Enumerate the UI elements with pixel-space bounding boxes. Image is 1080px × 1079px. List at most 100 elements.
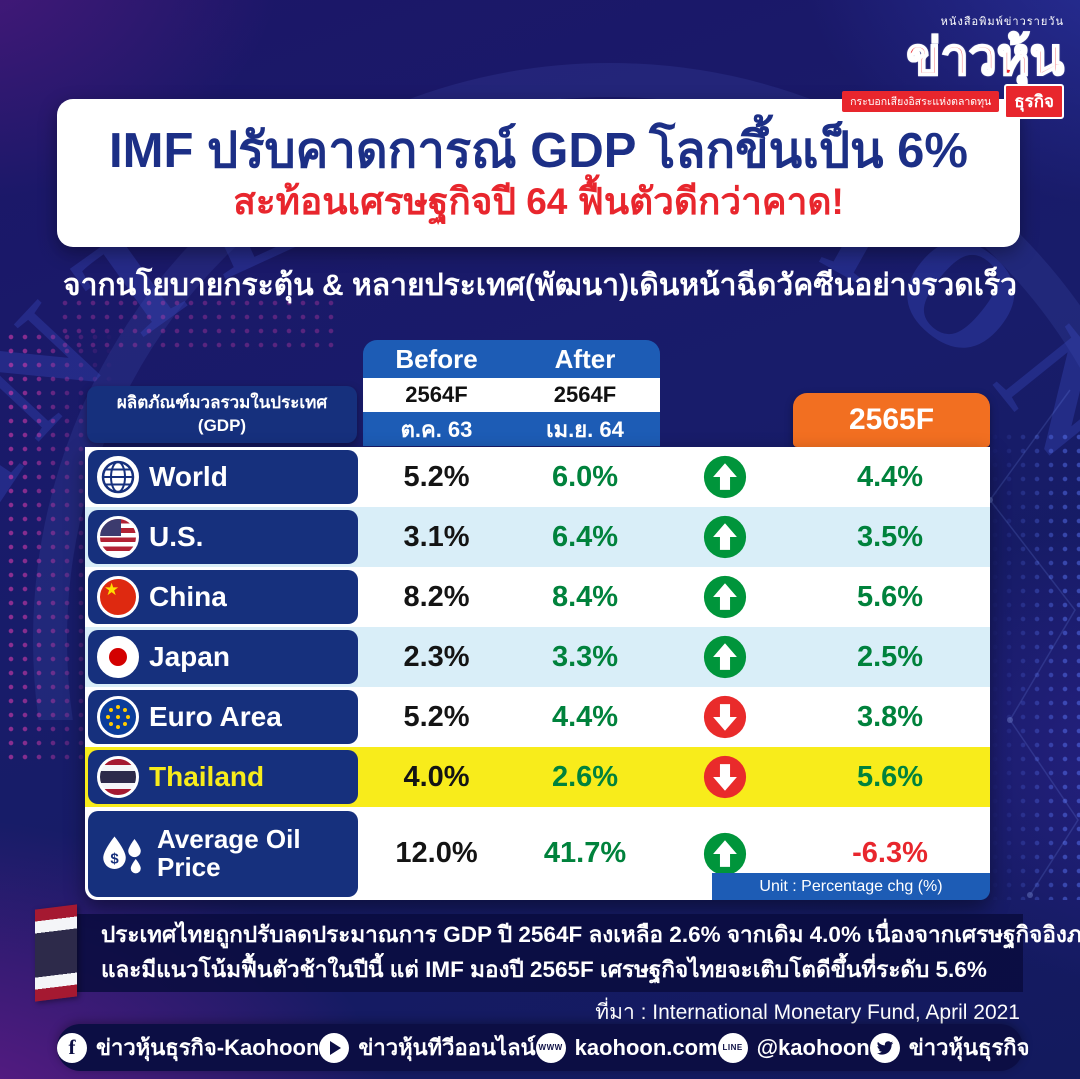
world-globe-icon — [97, 456, 139, 498]
decorative-dots-right — [988, 430, 1080, 900]
page-subtitle: สะท้อนเศรษฐกิจปี 64 ฟื้นตัวดีกว่าคาด! — [233, 181, 844, 223]
trend-arrow-icon — [703, 455, 747, 499]
after-date-label: เม.ย. 64 — [546, 417, 624, 442]
china-flag-icon — [97, 576, 139, 618]
headline-tagline: จากนโยบายกระตุ้น & หลายประเทศ(พัฒนา)เดิน… — [63, 269, 1017, 302]
trend-arrow-icon — [703, 755, 747, 799]
row-label-pill: U.S. — [88, 510, 358, 564]
trend-arrow-icon — [703, 635, 747, 679]
thai-flag-ribbon-icon — [35, 904, 77, 1002]
row-label: Japan — [149, 641, 230, 673]
social-website[interactable]: kaohoon.com — [535, 1032, 718, 1063]
twitter-icon — [869, 1032, 900, 1063]
before-value: 2.3% — [403, 640, 470, 673]
publisher-top-tagline: หนังสือพิมพ์ข่าวรายวัน — [940, 16, 1064, 28]
social-footer-bar: ข่าวหุ้นธุรกิจ-Kaohoon ข่าวหุ้นทีวีออนไล… — [57, 1024, 1029, 1071]
year-subheader: 2564F 2564F — [363, 378, 660, 412]
after-value: 41.7% — [543, 837, 627, 869]
globe-www-icon — [535, 1032, 566, 1063]
before-value: 12.0% — [395, 837, 478, 869]
after-value: 4.4% — [551, 700, 619, 733]
after-year-label: 2564F — [553, 382, 617, 407]
social-facebook[interactable]: ข่าวหุ้นธุรกิจ-Kaohoon — [57, 1030, 319, 1065]
row-label-pill: Japan — [88, 630, 358, 684]
row-label: Euro Area — [149, 701, 282, 733]
forecast-value: 5.6% — [856, 580, 924, 613]
footnote-line1: ประเทศไทยถูกปรับลดประมาณการ GDP ปี 2564F… — [101, 922, 1080, 948]
table-row-us: U.S. 3.1% 6.4% 3.5% — [85, 507, 990, 567]
row-label: World — [149, 461, 228, 493]
gdp-row-header-line1: ผลิตภัณฑ์มวลรวมในประเทศ — [116, 393, 328, 413]
row-label-pill: $ Average Oil Price — [88, 810, 358, 897]
source-citation: ที่มา : International Monetary Fund, Apr… — [595, 1001, 1020, 1024]
before-value: 8.2% — [403, 580, 470, 613]
row-label: Thailand — [149, 761, 265, 793]
publisher-bottom-tagline: กระบอกเสียงอิสระแห่งตลาดทุน — [842, 91, 1000, 112]
unit-note: Unit : Percentage chg (%) — [712, 873, 990, 900]
before-column-label: Before — [395, 343, 478, 374]
thailand-flag-icon — [97, 756, 139, 798]
after-value: 2.6% — [551, 760, 619, 793]
us-flag-icon — [97, 516, 139, 558]
trend-arrow-icon — [703, 575, 747, 619]
table-row-japan: Japan 2.3% 3.3% 2.5% — [85, 627, 990, 687]
before-value: 4.0% — [403, 760, 470, 793]
row-label: Average Oil Price — [157, 824, 301, 882]
row-label-pill: Thailand — [88, 750, 358, 804]
footnote-line2: และมีแนวโน้มฟื้นตัวช้าในปีนี้ แต่ IMF มอ… — [101, 957, 987, 982]
forecast-value: 3.5% — [856, 520, 924, 553]
forecast-value: -6.3% — [852, 837, 928, 869]
japan-flag-icon — [97, 636, 139, 678]
before-value: 5.2% — [403, 700, 470, 733]
trend-arrow-icon — [703, 515, 747, 559]
social-youtube[interactable]: ข่าวหุ้นทีวีออนไลน์ — [319, 1030, 536, 1065]
gdp-forecast-table: Before After 2564F 2564F ต.ค. 63 เม.ย. 6… — [85, 340, 990, 906]
publisher-name: ข่าวหุ้น — [906, 29, 1065, 85]
row-label-pill: World — [88, 450, 358, 504]
forecast-value: 5.6% — [856, 760, 924, 793]
before-date-label: ต.ค. 63 — [400, 417, 473, 442]
svg-text:$: $ — [110, 850, 119, 867]
youtube-icon — [319, 1032, 350, 1063]
table-row-euro-area: Euro Area 5.2% 4.4% 3.8% — [85, 687, 990, 747]
facebook-icon — [57, 1032, 87, 1063]
row-label-pill: Euro Area — [88, 690, 358, 744]
gdp-row-header: ผลิตภัณฑ์มวลรวมในประเทศ (GDP) — [87, 386, 357, 443]
table-row-oil-price: $ Average Oil Price 12.0% 41.7% -6.3% — [85, 807, 990, 900]
social-twitter[interactable]: ข่าวหุ้นธุรกิจ — [869, 1030, 1029, 1065]
table-row-china: China 8.2% 8.4% 5.6% — [85, 567, 990, 627]
after-value: 3.3% — [551, 640, 619, 673]
publisher-badge: ธุรกิจ — [1004, 84, 1064, 119]
forecast-value: 3.8% — [856, 700, 924, 733]
footnote-banner: ประเทศไทยถูกปรับลดประมาณการ GDP ปี 2564F… — [35, 904, 1080, 1002]
forecast-value: 4.4% — [856, 460, 924, 493]
social-line[interactable]: @kaohoon — [717, 1032, 870, 1063]
after-value: 6.0% — [551, 460, 619, 493]
trend-arrow-icon — [703, 832, 747, 875]
forecast-value: 2.5% — [856, 640, 924, 673]
after-value: 6.4% — [551, 520, 619, 553]
row-label-pill: China — [88, 570, 358, 624]
row-label: U.S. — [149, 521, 204, 553]
table-row-thailand: Thailand 4.0% 2.6% 5.6% — [85, 747, 990, 807]
after-column-label: After — [554, 343, 616, 374]
trend-arrow-icon — [703, 695, 747, 739]
date-subheader: ต.ค. 63 เม.ย. 64 — [363, 412, 660, 446]
forecast-year-header: 2565F — [793, 393, 990, 447]
line-icon — [717, 1032, 748, 1063]
before-after-header: Before After — [363, 340, 660, 378]
page-title: IMF ปรับคาดการณ์ GDP โลกขึ้นเป็น 6% — [109, 123, 968, 178]
before-year-label: 2564F — [405, 382, 468, 407]
before-value: 5.2% — [403, 460, 470, 493]
eu-flag-icon — [97, 696, 139, 738]
oil-drops-icon: $ — [103, 836, 141, 873]
gdp-row-header-line2: (GDP) — [197, 415, 247, 435]
table-row-world: World 5.2% 6.0% 4.4% — [85, 447, 990, 507]
row-label: China — [149, 581, 227, 613]
publisher-logo: หนังสือพิมพ์ข่าวรายวัน ข่าวหุ้น กระบอกเส… — [842, 12, 1065, 119]
headline-card: IMF ปรับคาดการณ์ GDP โลกขึ้นเป็น 6% สะท้… — [57, 99, 1020, 247]
table-body: World 5.2% 6.0% 4.4% U.S. 3.1% 6.4% 3.5%… — [85, 447, 990, 900]
after-value: 8.4% — [551, 580, 619, 613]
before-value: 3.1% — [403, 520, 470, 553]
